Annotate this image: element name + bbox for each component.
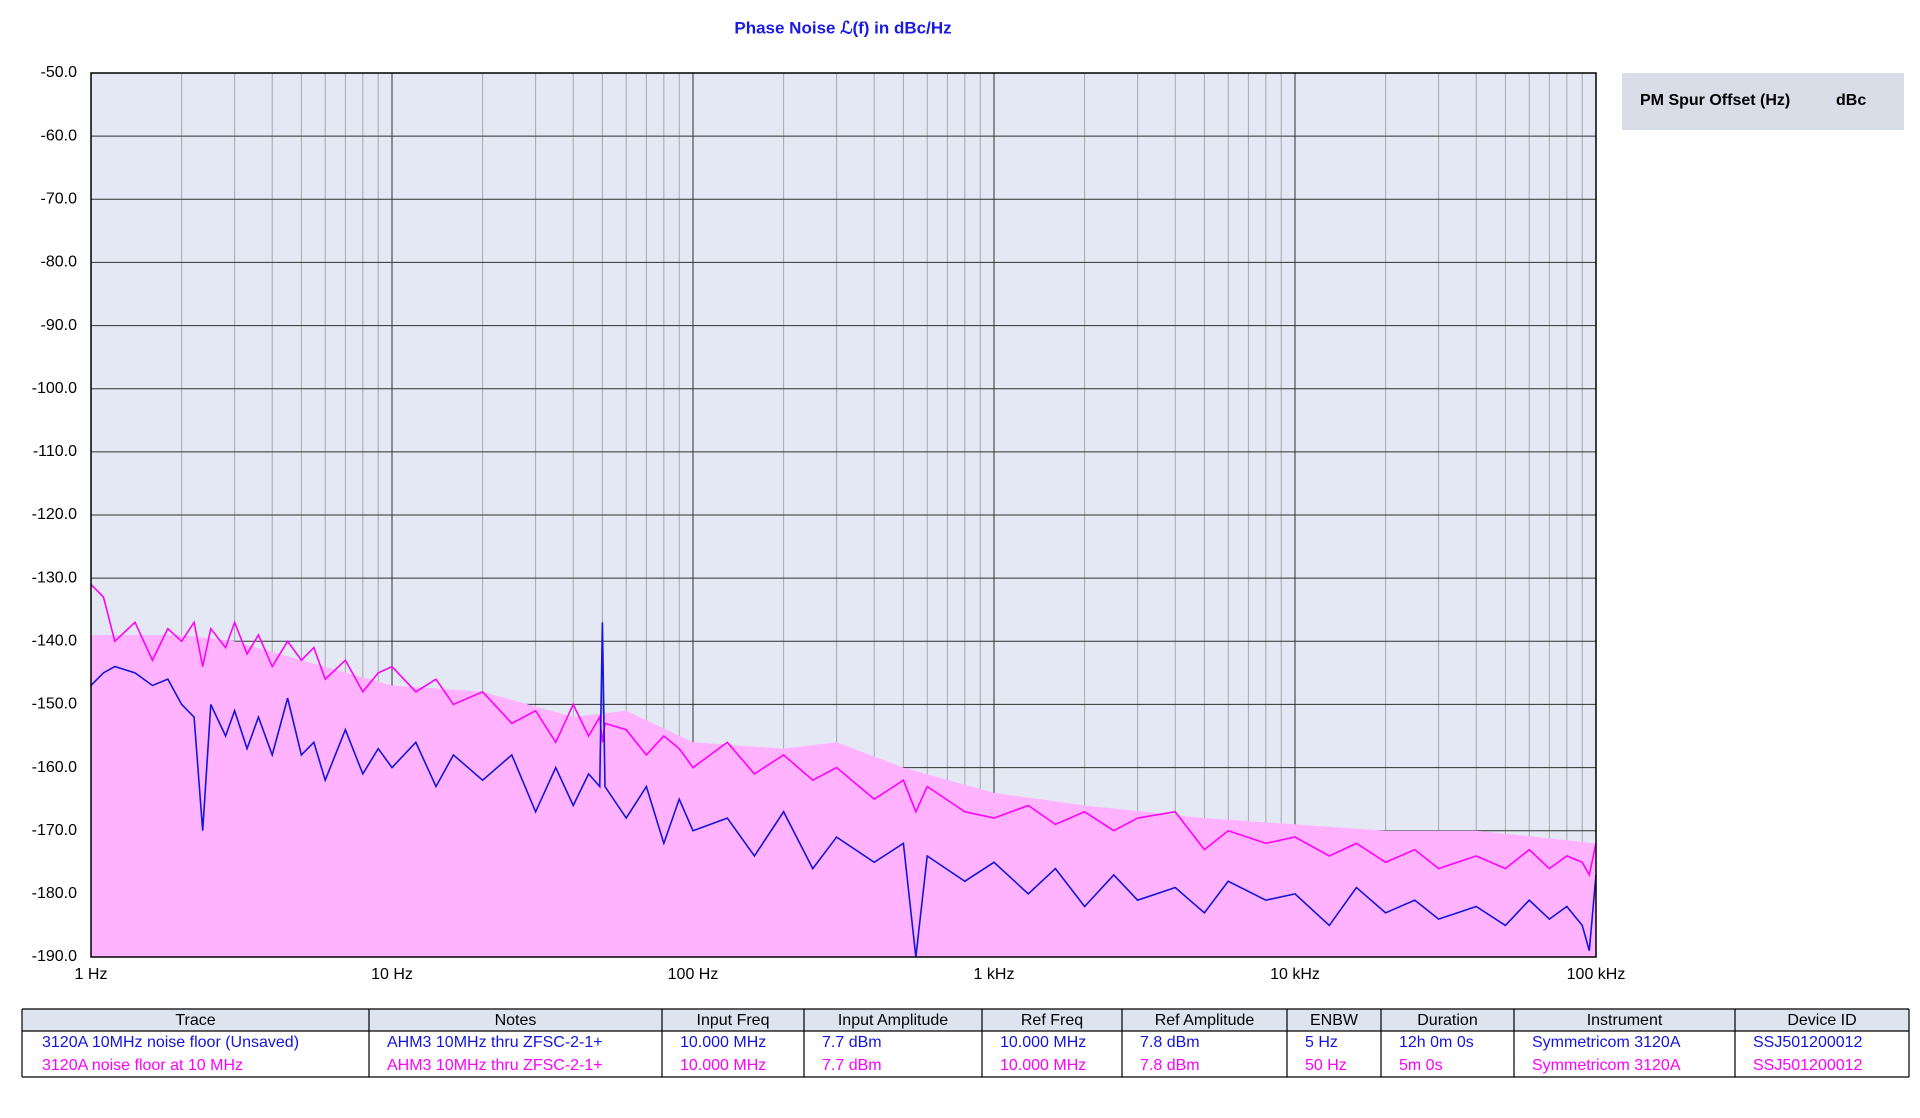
table-header: Instrument xyxy=(1587,1012,1663,1029)
y-tick-label: -140.0 xyxy=(32,633,77,650)
spur-col-header: PM Spur Offset (Hz) xyxy=(1640,92,1790,109)
table-header-bg xyxy=(22,1009,1909,1031)
x-tick-label: 100 kHz xyxy=(1567,966,1626,983)
y-tick-label: -90.0 xyxy=(41,317,78,334)
table-header: Input Amplitude xyxy=(838,1012,948,1029)
table-cell: 7.8 dBm xyxy=(1140,1057,1200,1074)
y-tick-label: -70.0 xyxy=(41,191,78,208)
y-tick-label: -170.0 xyxy=(32,822,77,839)
table-cell: 7.8 dBm xyxy=(1140,1034,1200,1051)
table-cell: SSJ501200012 xyxy=(1753,1057,1863,1074)
table-cell: 5m 0s xyxy=(1399,1057,1443,1074)
chart-title: Phase Noise ℒ(f) in dBc/Hz xyxy=(734,18,951,37)
y-tick-label: -110.0 xyxy=(33,443,77,460)
table-header: Duration xyxy=(1417,1012,1477,1029)
table-cell: AHM3 10MHz thru ZFSC-2-1+ xyxy=(387,1057,603,1074)
table-cell: SSJ501200012 xyxy=(1753,1034,1863,1051)
y-tick-label: -130.0 xyxy=(32,569,77,586)
y-tick-label: -180.0 xyxy=(32,885,77,902)
y-tick-label: -190.0 xyxy=(32,948,77,965)
table-header: Ref Freq xyxy=(1021,1012,1083,1029)
table-cell: 5 Hz xyxy=(1305,1034,1338,1051)
table-header: ENBW xyxy=(1310,1012,1359,1029)
y-tick-label: -80.0 xyxy=(41,254,78,271)
y-tick-label: -60.0 xyxy=(41,127,78,144)
x-tick-label: 10 kHz xyxy=(1270,966,1320,983)
table-cell: 3120A noise floor at 10 MHz xyxy=(42,1057,243,1074)
spur-table-bg xyxy=(1622,73,1904,130)
table-header: Notes xyxy=(495,1012,537,1029)
trace-line xyxy=(90,583,1597,878)
x-tick-label: 10 Hz xyxy=(371,966,413,983)
trace-line xyxy=(90,622,1597,958)
noise-area xyxy=(91,634,1596,957)
x-tick-label: 100 Hz xyxy=(668,966,719,983)
table-header: Device ID xyxy=(1787,1012,1856,1029)
table-cell: 7.7 dBm xyxy=(822,1034,882,1051)
table-header: Ref Amplitude xyxy=(1155,1012,1255,1029)
spur-col-header: dBc xyxy=(1836,92,1866,109)
table-cell: 50 Hz xyxy=(1305,1057,1347,1074)
x-tick-label: 1 Hz xyxy=(75,966,108,983)
y-tick-label: -120.0 xyxy=(32,506,77,523)
table-cell: 10.000 MHz xyxy=(1000,1034,1086,1051)
table-cell: 10.000 MHz xyxy=(680,1057,766,1074)
y-tick-label: -150.0 xyxy=(32,696,77,713)
table-cell: 12h 0m 0s xyxy=(1399,1034,1474,1051)
table-cell: 7.7 dBm xyxy=(822,1057,882,1074)
table-cell: 10.000 MHz xyxy=(680,1034,766,1051)
plot-border xyxy=(90,72,1597,958)
table-header: Input Freq xyxy=(697,1012,770,1029)
table-cell: AHM3 10MHz thru ZFSC-2-1+ xyxy=(387,1034,603,1051)
table-header: Trace xyxy=(175,1012,215,1029)
x-tick-label: 1 kHz xyxy=(974,966,1015,983)
table-cell: 3120A 10MHz noise floor (Unsaved) xyxy=(42,1034,299,1051)
y-tick-label: -50.0 xyxy=(41,64,78,81)
y-tick-label: -160.0 xyxy=(32,759,77,776)
table-cell: 10.000 MHz xyxy=(1000,1057,1086,1074)
table-cell: Symmetricom 3120A xyxy=(1532,1034,1681,1051)
y-tick-label: -100.0 xyxy=(32,380,77,397)
table-cell: Symmetricom 3120A xyxy=(1532,1057,1681,1074)
